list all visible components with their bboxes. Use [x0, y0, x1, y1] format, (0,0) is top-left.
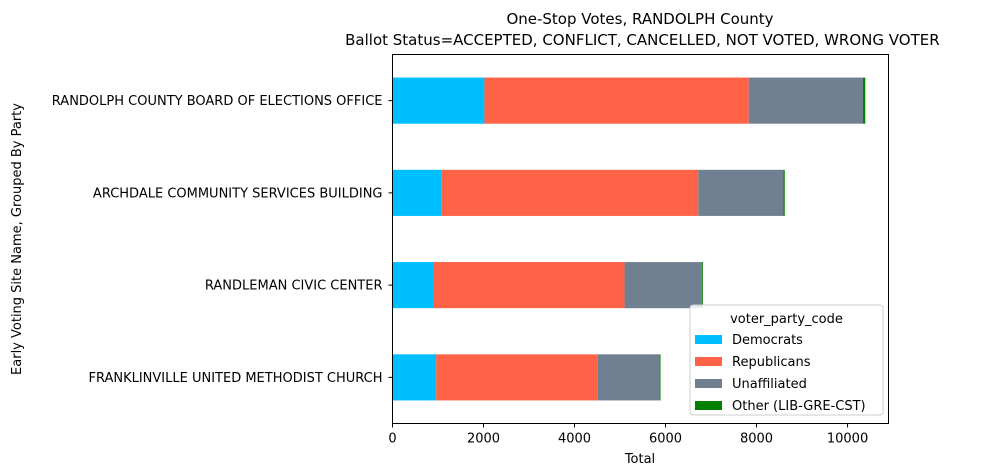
bar-segment-2-0[interactable] [748, 77, 864, 124]
bar-segment-3-3[interactable] [659, 354, 661, 401]
bar-segment-0-0[interactable] [392, 77, 485, 124]
legend-swatch-2 [695, 379, 722, 388]
bar-segment-0-2[interactable] [392, 262, 434, 309]
x-tick-label-5: 10000 [827, 432, 868, 447]
legend-label-2: Unaffiliated [732, 377, 807, 392]
legend-swatch-1 [695, 357, 722, 366]
y-tick-label-2: RANDLEMAN CIVIC CENTER [205, 279, 383, 294]
legend[interactable]: voter_party_code Democrats Republicans Unaf… [689, 304, 884, 416]
legend-swatch-3 [695, 401, 722, 410]
bars-group [392, 77, 866, 401]
y-axis-ticks: RANDOLPH COUNTY BOARD OF ELECTIONS OFFIC… [52, 94, 393, 386]
x-tick-label-3: 6000 [649, 432, 682, 447]
bar-segment-0-3[interactable] [392, 354, 437, 401]
bar-segment-0-1[interactable] [392, 169, 442, 216]
chart-title: One-Stop Votes, RANDOLPH County [506, 10, 773, 28]
bar-segment-2-1[interactable] [698, 169, 784, 216]
x-tick-label-1: 2000 [467, 432, 500, 447]
x-axis-ticks: 0 2000 4000 6000 8000 10000 [388, 423, 868, 447]
bar-segment-2-2[interactable] [624, 262, 702, 309]
bar-segment-2-3[interactable] [597, 354, 660, 401]
bar-segment-1-1[interactable] [441, 169, 699, 216]
x-tick-label-2: 4000 [558, 432, 591, 447]
plot-frame [392, 54, 889, 424]
bar-segment-1-0[interactable] [484, 77, 749, 124]
legend-swatch-0 [695, 335, 722, 344]
y-tick-label-1: ARCHDALE COMMUNITY SERVICES BUILDING [93, 186, 383, 201]
bar-segment-1-3[interactable] [436, 354, 598, 401]
x-axis-label: Total [624, 452, 655, 467]
legend-label-1: Republicans [732, 355, 811, 370]
x-tick-label-0: 0 [388, 432, 396, 447]
chart-subtitle: Ballot Status=ACCEPTED, CONFLICT, CANCEL… [340, 31, 939, 49]
legend-title: voter_party_code [730, 312, 843, 327]
y-tick-label-0: RANDOLPH COUNTY BOARD OF ELECTIONS OFFIC… [52, 94, 383, 109]
legend-label-0: Democrats [732, 333, 803, 348]
bar-segment-1-2[interactable] [433, 262, 625, 309]
y-tick-label-3: FRANKLINVILLE UNITED METHODIST CHURCH [88, 371, 382, 386]
bar-segment-3-0[interactable] [863, 77, 866, 124]
x-tick-label-4: 8000 [740, 432, 773, 447]
legend-label-3: Other (LIB-GRE-CST) [732, 399, 866, 414]
bar-segment-3-1[interactable] [783, 169, 785, 216]
legend-frame [689, 304, 884, 416]
y-axis-label: Early Voting Site Name, Grouped By Party [10, 103, 25, 375]
bar-segment-3-2[interactable] [701, 262, 703, 309]
